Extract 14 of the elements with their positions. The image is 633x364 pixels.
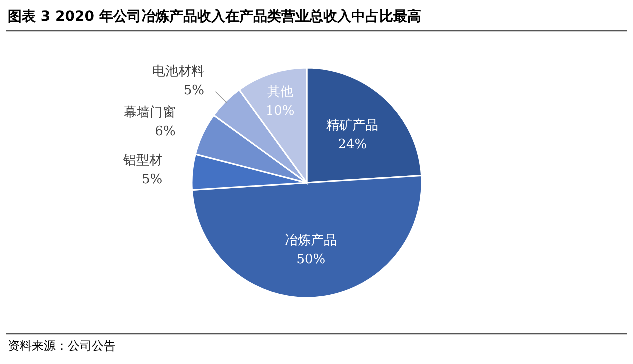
text: 资料来源：公司公告	[8, 339, 116, 353]
slice-label: 铝型材	[122, 153, 163, 168]
data-label: 50%	[296, 252, 326, 268]
data-label: 24%	[338, 137, 368, 152]
slice-label: 幕墙门窗	[124, 104, 176, 120]
slice-label: 其他	[267, 84, 294, 100]
data-label: 10%	[266, 104, 295, 119]
data-label: 5%	[142, 172, 163, 188]
chart-title: 图表 3 2020 年公司冶炼产品收入在产品类营业总收入中占比最高	[8, 8, 422, 25]
data-label: 5%	[184, 83, 204, 98]
data-label: 6%	[155, 124, 176, 140]
slice-label: 冶炼产品	[285, 234, 338, 249]
slice-label: 精矿产品	[326, 118, 379, 134]
slice-label: 电池材料	[152, 64, 204, 80]
